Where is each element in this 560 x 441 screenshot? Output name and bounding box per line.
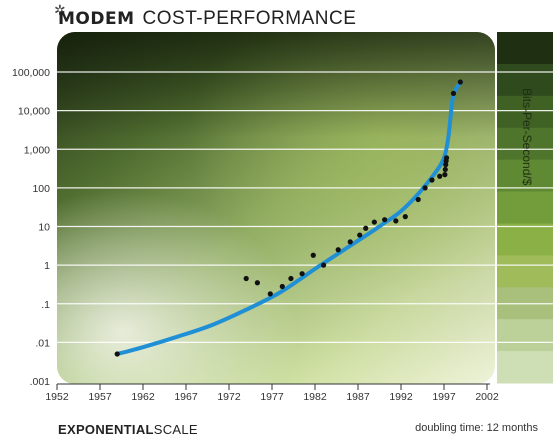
side-scale-band: [497, 63, 553, 97]
data-point: [457, 79, 463, 85]
gridlines: [57, 71, 553, 343]
x-tick-label: 1967: [174, 391, 198, 403]
title-light-words: Cost-Performance: [142, 8, 357, 29]
data-point: [114, 351, 120, 357]
y-tick-label: .01: [35, 337, 50, 349]
side-scale-band: [497, 159, 553, 193]
data-point: [267, 291, 273, 297]
side-scale-band: [497, 32, 553, 65]
plot-background: [57, 32, 495, 384]
data-points: [114, 79, 463, 357]
scale-caption-bold: Exponential: [58, 422, 154, 437]
x-tick-label: 1972: [217, 391, 241, 403]
data-point: [443, 155, 450, 161]
asterisk-logo-icon: ✲: [54, 2, 66, 18]
x-tick-label: 1987: [346, 391, 370, 403]
data-point: [347, 239, 353, 245]
side-scale-band: [497, 255, 553, 288]
data-point: [357, 232, 363, 238]
x-tick-label: 1977: [260, 391, 284, 403]
y-tick-label: 10,000: [18, 106, 50, 118]
data-point: [393, 218, 399, 224]
data-point: [299, 271, 305, 277]
data-point: [243, 275, 249, 282]
y-tick-label: .001: [30, 376, 51, 388]
x-tick-label: 1982: [303, 391, 327, 403]
data-point: [402, 214, 408, 220]
y-tick-label: 100,000: [12, 67, 50, 79]
side-color-scale: [497, 32, 553, 384]
y-tick-label: 1: [44, 260, 50, 272]
side-scale-band: [497, 191, 553, 224]
x-tick-label: 1957: [88, 391, 112, 403]
side-scale-band: [497, 127, 553, 161]
x-tick-label: 1997: [432, 391, 456, 403]
x-tick-label: 1962: [131, 391, 155, 403]
data-point: [382, 217, 388, 223]
x-tick-label: 2002: [475, 391, 499, 403]
data-point: [335, 247, 341, 253]
y-tick-label: 10: [38, 222, 50, 234]
side-scale-band: [497, 95, 553, 129]
y-axis-label: Bits-Per-Second/$: [520, 88, 534, 186]
data-point: [279, 283, 285, 290]
data-point: [288, 275, 294, 282]
data-point: [442, 166, 448, 173]
x-axis-ticks: 1952 1957 1962 1967 1972 1977 1982 1987 1992 1997…: [45, 383, 499, 403]
y-axis-ticks: 100,000 10,000 1,000 100 10 1 .1 .01 .001: [12, 67, 50, 388]
x-tick-label: 1992: [389, 391, 413, 403]
trend-line: [115, 80, 464, 356]
data-point: [254, 280, 260, 286]
chart-title: Modem Cost-Performance: [58, 8, 356, 30]
data-point: [437, 173, 443, 179]
data-point: [429, 177, 435, 183]
data-point: [450, 90, 457, 96]
data-point: [422, 185, 428, 191]
data-point: [371, 219, 377, 225]
side-scale-band: [497, 319, 553, 352]
scale-caption-light: Scale: [153, 422, 198, 437]
y-tick-label: .1: [41, 299, 50, 311]
trend-curve: [115, 80, 464, 356]
side-scale-band: [497, 351, 553, 384]
y-tick-label: 1,000: [24, 144, 50, 156]
data-point: [310, 252, 316, 258]
side-scale-band: [497, 223, 553, 256]
x-tick-label: 1952: [45, 391, 69, 403]
data-point: [363, 225, 369, 231]
doubling-time-caption: doubling time: 12 months: [415, 422, 538, 434]
data-point: [442, 172, 448, 178]
data-point: [415, 196, 421, 203]
title-bold-word: Modem: [58, 9, 135, 29]
y-tick-label: 100: [32, 183, 50, 195]
scale-caption: ExponentialScale: [58, 422, 198, 437]
data-point: [321, 262, 327, 268]
